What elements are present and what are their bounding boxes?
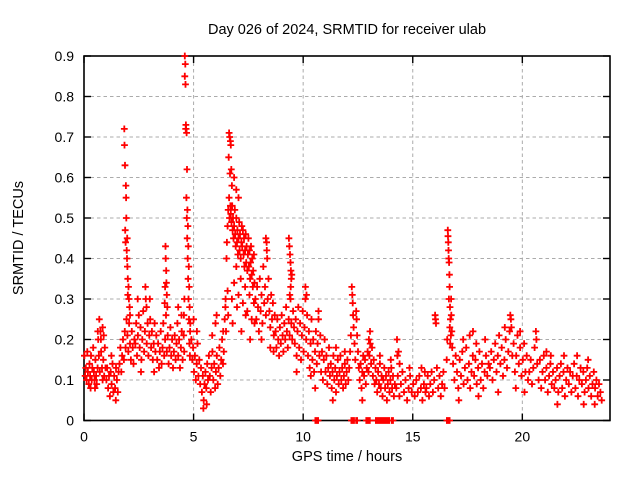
y-tick-label: 0.8 (55, 89, 75, 105)
y-tick-label: 0.2 (55, 332, 75, 348)
x-tick-label: 10 (295, 429, 311, 445)
x-axis-label: GPS time / hours (291, 449, 403, 465)
y-tick-label: 0.4 (55, 251, 75, 267)
y-tick-label: 0.1 (55, 372, 75, 388)
chart-title: Day 026 of 2024, SRMTID for receiver ula… (207, 22, 487, 38)
x-tick-label: 20 (515, 429, 531, 445)
y-tick-label: 0.6 (55, 170, 75, 186)
plot-border (83, 55, 611, 422)
y-tick-label: 0.3 (55, 291, 75, 307)
y-tick-label: 0.5 (55, 210, 75, 226)
y-tick-label: 0.9 (55, 48, 75, 64)
x-tick-label: 5 (190, 429, 198, 445)
scatter-points (81, 52, 606, 424)
x-tick-label: 0 (80, 429, 88, 445)
y-tick-label: 0 (66, 413, 74, 429)
x-tick-label: 15 (405, 429, 421, 445)
y-tick-label: 0.7 (55, 129, 75, 145)
